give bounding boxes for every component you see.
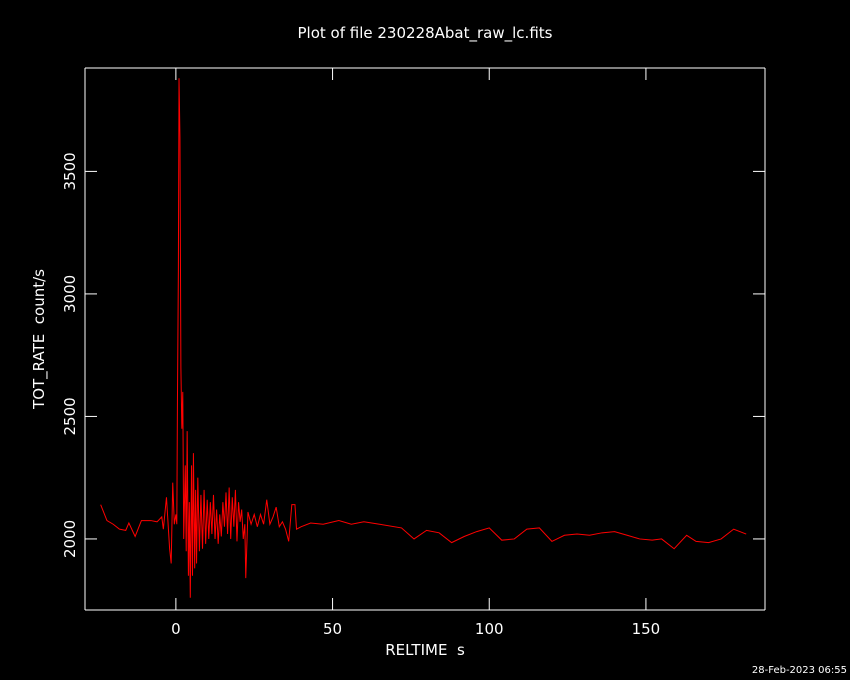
y-tick-label: 3000 xyxy=(61,275,79,313)
y-axis-label: TOT_RATE count/s xyxy=(30,269,49,410)
x-tick-label: 50 xyxy=(323,620,342,638)
x-tick-label: 0 xyxy=(171,620,181,638)
light-curve xyxy=(100,78,747,598)
timestamp: 28-Feb-2023 06:55 xyxy=(752,665,847,676)
plot-frame xyxy=(84,67,766,611)
chart-title: Plot of file 230228Abat_raw_lc.fits xyxy=(298,24,553,43)
x-axis-label: RELTIME s xyxy=(385,641,465,659)
y-tick-label: 2000 xyxy=(61,520,79,558)
x-tick-label: 150 xyxy=(632,620,661,638)
y-tick-label: 3500 xyxy=(61,152,79,190)
y-tick-label: 2500 xyxy=(61,397,79,435)
x-tick-label: 100 xyxy=(475,620,504,638)
